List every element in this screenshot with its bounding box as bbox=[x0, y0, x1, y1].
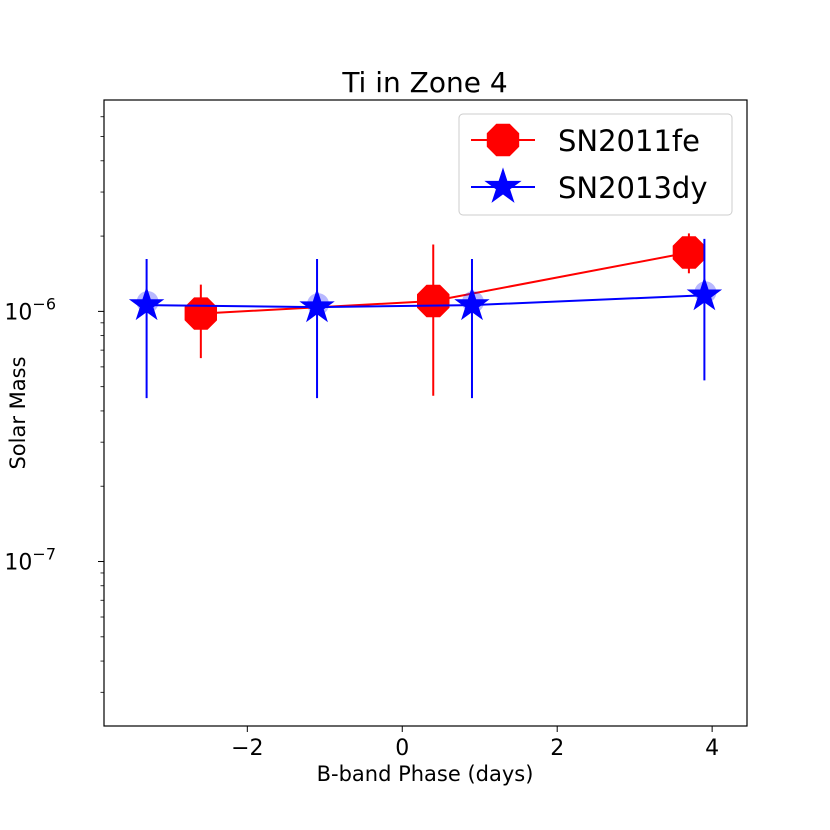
y-tick-label: 10−6 bbox=[4, 294, 56, 325]
series-sn2013dy bbox=[128, 238, 723, 399]
data-point-sn2013dy bbox=[299, 288, 335, 323]
chart-title: Ti in Zone 4 bbox=[341, 66, 507, 99]
data-point-sn2013dy bbox=[686, 276, 723, 311]
x-tick-label: 2 bbox=[550, 736, 564, 761]
x-tick-label: 0 bbox=[395, 736, 409, 761]
data-point-sn2011fe bbox=[672, 236, 706, 269]
legend: SN2011fe SN2013dy bbox=[458, 113, 733, 216]
legend-label-sn2013dy: SN2013dy bbox=[558, 171, 707, 205]
x-tick-label: −2 bbox=[231, 736, 263, 761]
series-line-sn2013dy bbox=[146, 294, 705, 309]
legend-marker-sn2013dy bbox=[484, 167, 522, 203]
x-axis-label: B-band Phase (days) bbox=[317, 762, 534, 786]
y-axis-label: Solar Mass bbox=[6, 356, 30, 469]
data-point-sn2013dy bbox=[128, 286, 165, 321]
x-tick-label: 4 bbox=[705, 736, 719, 761]
legend-label-sn2011fe: SN2011fe bbox=[558, 124, 700, 158]
y-tick-label: 10−7 bbox=[4, 545, 56, 576]
data-point-sn2013dy bbox=[454, 286, 490, 321]
series-sn2011fe bbox=[184, 233, 706, 396]
data-point-sn2011fe bbox=[417, 284, 450, 318]
data-point-sn2011fe bbox=[184, 297, 217, 330]
legend-marker-shape bbox=[484, 167, 522, 203]
plot-frame bbox=[103, 99, 748, 727]
legend-marker-sn2011fe bbox=[486, 123, 520, 157]
legend-marker-shape bbox=[486, 123, 520, 157]
